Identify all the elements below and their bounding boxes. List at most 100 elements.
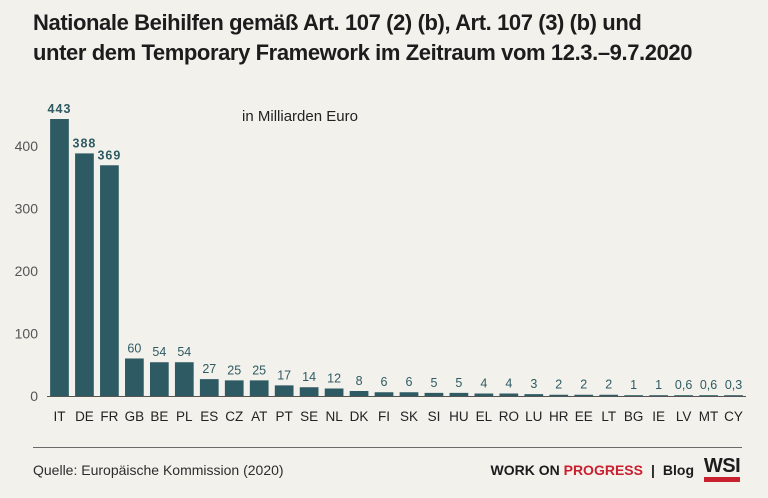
chart-title: Nationale Beihilfen gemäß Art. 107 (2) (… (33, 8, 753, 68)
bar-value-label: 17 (277, 368, 291, 382)
bar-value-label: 3 (530, 377, 537, 391)
bar (174, 362, 194, 396)
bar-value-label: 54 (177, 345, 191, 359)
unit-label: in Milliarden Euro (242, 108, 358, 125)
bar (524, 394, 544, 396)
bar-value-label: 0,6 (675, 378, 692, 392)
x-tick-label: IT (53, 409, 65, 424)
bar-value-label: 0,3 (725, 378, 742, 392)
bar (224, 380, 244, 396)
bar (75, 153, 94, 396)
bar (399, 392, 419, 396)
bar (149, 362, 169, 396)
bar-value-label: 2 (580, 378, 587, 392)
bar-value-label: 5 (455, 376, 462, 390)
chart-title-line-1: Nationale Beihilfen gemäß Art. 107 (2) (… (33, 10, 642, 35)
bar-value-label: 25 (227, 363, 241, 377)
bar (574, 394, 594, 396)
footer-divider (33, 447, 742, 448)
bar-value-label: 0,6 (700, 378, 717, 392)
bar (499, 393, 519, 396)
x-tick-label: EE (575, 409, 593, 424)
x-tick-label: HU (449, 409, 469, 424)
bar (199, 379, 219, 396)
wsi-logo-text: WSI (703, 455, 741, 477)
x-tick-label: FI (378, 409, 390, 424)
bar (299, 387, 319, 396)
brand-progress: PROGRESS (563, 462, 643, 478)
x-tick-label: FR (100, 409, 118, 424)
x-tick-label: NL (325, 409, 343, 424)
bar (624, 395, 644, 396)
x-tick-label: RO (499, 409, 519, 424)
x-tick-label: PL (176, 409, 193, 424)
bar-value-label: 6 (406, 375, 413, 389)
bar (724, 395, 743, 396)
x-tick-label: CZ (225, 409, 243, 424)
y-tick-label: 200 (15, 263, 39, 279)
bar (674, 395, 693, 396)
brand-footer: WORK ON PROGRESS | Blog WSI (491, 456, 743, 484)
bar (474, 393, 494, 396)
x-tick-label: GB (125, 409, 145, 424)
x-tick-label: PT (276, 409, 293, 424)
chart-title-line-2: unter dem Temporary Framework im Zeitrau… (33, 40, 693, 65)
bar-value-label: 8 (356, 374, 363, 388)
bar-value-label: 54 (152, 345, 166, 359)
bar-value-label: 1 (630, 378, 637, 392)
y-tick-label: 400 (15, 138, 39, 154)
bar-value-label: 6 (381, 375, 388, 389)
bar (274, 385, 294, 396)
x-tick-label: DE (75, 409, 94, 424)
bar (349, 390, 369, 396)
x-tick-label: MT (699, 409, 719, 424)
brand-work-on: WORK ON PROGRESS (490, 462, 643, 478)
bar-value-label: 4 (480, 376, 487, 390)
bar (599, 394, 619, 396)
x-tick-label: DK (350, 409, 369, 424)
bar-value-label: 2 (605, 378, 612, 392)
brand-separator: | (650, 462, 655, 478)
x-tick-label: LV (676, 409, 692, 424)
bar (449, 392, 469, 396)
bar (424, 392, 444, 396)
x-tick-label: IE (652, 409, 665, 424)
bar (374, 392, 394, 396)
brand-blog-link[interactable]: Blog (662, 462, 694, 478)
bar-value-label: 1 (655, 378, 662, 392)
bar (549, 394, 569, 396)
bar-value-label: 14 (302, 370, 316, 384)
y-tick-label: 300 (15, 200, 39, 216)
bar-value-label: 25 (252, 363, 266, 377)
bar (100, 165, 119, 396)
x-tick-label: BE (150, 409, 168, 424)
bar-value-label: 5 (430, 376, 437, 390)
bar (125, 358, 144, 396)
bar-value-label: 388 (73, 136, 97, 150)
x-tick-label: BG (624, 409, 644, 424)
wsi-logo-bar (704, 477, 740, 482)
bar-value-label: 12 (327, 371, 341, 385)
bar-value-label: 2 (555, 378, 562, 392)
x-tick-label: HR (549, 409, 569, 424)
x-tick-label: LT (601, 409, 616, 424)
bar-value-label: 27 (202, 362, 216, 376)
bar (699, 395, 718, 396)
bar (649, 395, 668, 396)
bar (324, 388, 344, 396)
y-tick-label: 100 (15, 325, 39, 341)
x-tick-label: LU (525, 409, 542, 424)
y-tick-label: 0 (30, 388, 38, 404)
bar-value-label: 443 (48, 102, 72, 116)
bar-value-label: 4 (505, 376, 512, 390)
x-tick-label: SI (428, 409, 441, 424)
bar (249, 380, 269, 396)
bar-value-label: 60 (127, 341, 141, 355)
wsi-logo: WSI (702, 456, 742, 484)
bar (50, 119, 69, 396)
bar-chart: in Milliarden Euro0100200300400443IT388D… (15, 102, 746, 424)
x-tick-label: CY (724, 409, 743, 424)
x-tick-label: SK (400, 409, 418, 424)
source-note: Quelle: Europäische Kommission (2020) (33, 462, 284, 478)
x-tick-label: SE (300, 409, 318, 424)
